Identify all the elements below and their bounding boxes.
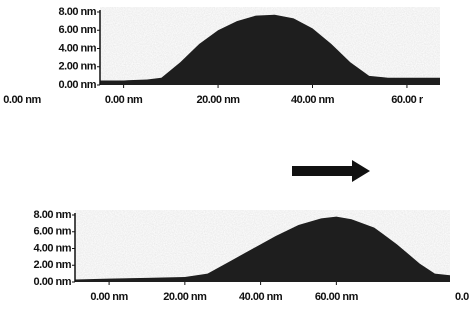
x-tick-label: 40.00 nm bbox=[239, 291, 283, 303]
x-tick-label: 20.00 nm bbox=[197, 94, 241, 106]
x-tick-label: 40.00 nm bbox=[291, 94, 335, 106]
x-tick-label: 20.00 nm bbox=[163, 291, 207, 303]
y-tick-label: 0.00 nm bbox=[59, 79, 97, 91]
y-tick-label: 6.00 nm bbox=[34, 226, 72, 238]
y-tick-label: 8.00 nm bbox=[34, 209, 72, 221]
x-tick-label: 60.00 r bbox=[391, 94, 424, 106]
y-tick-label: 2.00 nm bbox=[59, 61, 97, 73]
x-tick-label: 0.00 nm bbox=[90, 291, 128, 303]
y-tick-label: 2.00 nm bbox=[34, 259, 72, 271]
annotation: 0.00 nm bbox=[3, 94, 41, 106]
arrow bbox=[292, 160, 370, 182]
x-tick-label: 0.0 bbox=[455, 291, 469, 303]
y-tick-label: 6.00 nm bbox=[59, 24, 97, 36]
x-tick-label: 0.00 nm bbox=[105, 94, 143, 106]
x-tick-label: 60.00 nm bbox=[315, 291, 359, 303]
y-tick-label: 0.00 nm bbox=[34, 276, 72, 288]
y-tick-label: 4.00 nm bbox=[59, 42, 97, 54]
y-tick-label: 4.00 nm bbox=[34, 242, 72, 254]
figure: 0.00 nm 2.00 nm 4.00 nm 6.00 nm 8.00 nm 0.00 … bbox=[0, 0, 472, 323]
y-tick-label: 8.00 nm bbox=[59, 6, 97, 18]
